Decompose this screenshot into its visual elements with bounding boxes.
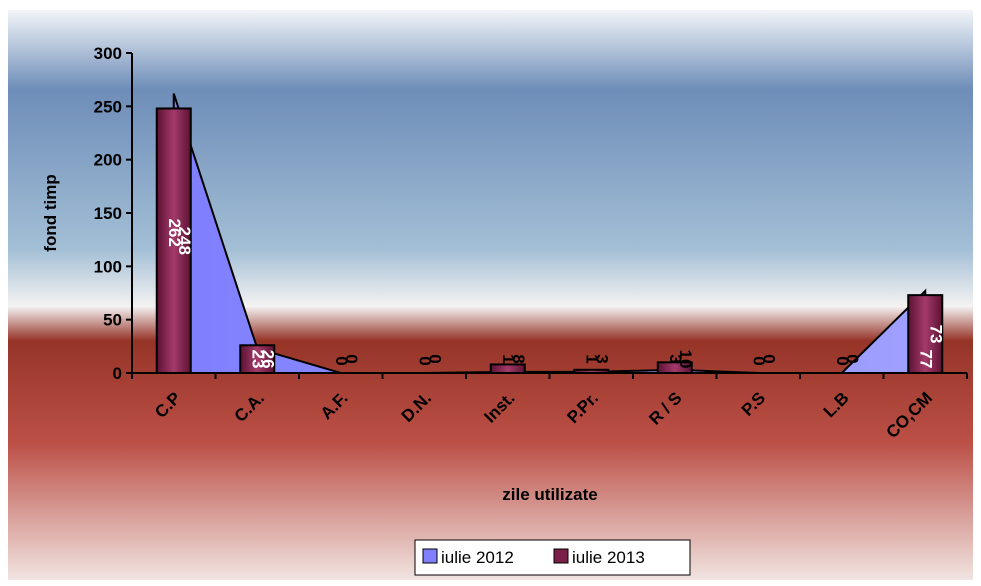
y-tick-label-50: 50 [103, 311, 122, 330]
legend-swatch-2012 [422, 548, 438, 564]
data-label-2012-4: 1 [499, 354, 518, 363]
data-label-2013-4: 8 [509, 354, 528, 363]
data-label-2012-7: 0 [749, 356, 768, 365]
data-label-2012-2: 0 [332, 356, 351, 365]
data-label-2012-5: 1 [582, 354, 601, 363]
data-label-2012-3: 0 [415, 356, 434, 365]
x-axis-title: zile utilizate [502, 485, 597, 504]
data-label-2013-0: 248 [175, 227, 194, 255]
data-label-2013-3: 0 [425, 354, 444, 363]
data-label-2013-5: 3 [592, 354, 611, 363]
data-label-2013-9: 73 [926, 325, 945, 344]
y-tick-label-100: 100 [94, 257, 122, 276]
data-label-2013-7: 0 [759, 354, 778, 363]
bar-2013-4 [489, 363, 526, 375]
data-label-2013-2: 0 [342, 354, 361, 363]
legend-swatch-2013 [553, 548, 569, 564]
y-tick-label-200: 200 [94, 151, 122, 170]
y-tick-label-150: 150 [94, 204, 122, 223]
legend: iulie 2012 iulie 2013 [414, 539, 691, 576]
data-label-2012-0: 262 [165, 219, 184, 247]
legend-label-2012: iulie 2012 [441, 548, 514, 567]
legend-label-2013: iulie 2013 [572, 548, 645, 567]
y-axis-title: fond timp [41, 174, 60, 251]
data-label-2012-1: 23 [248, 350, 267, 369]
data-label-2012-9: 77 [916, 350, 935, 369]
y-tick-label-250: 250 [94, 97, 122, 116]
data-label-2013-1: 26 [258, 350, 277, 369]
data-label-2012-6: 3 [666, 354, 685, 363]
y-tick-label-300: 300 [94, 44, 122, 63]
chart-background [8, 10, 973, 580]
y-tick-label-0: 0 [113, 364, 122, 383]
data-label-2013-6: 10 [676, 350, 695, 369]
data-label-2013-8: 0 [843, 354, 862, 363]
data-label-2012-8: 0 [833, 356, 852, 365]
